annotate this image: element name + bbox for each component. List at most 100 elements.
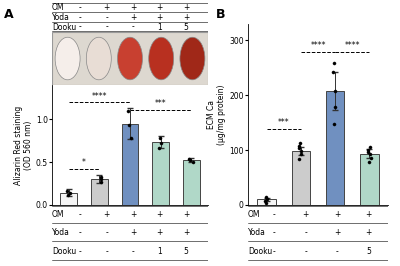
- Point: [366, 160, 372, 164]
- Point: [295, 157, 302, 161]
- Point: [98, 177, 105, 181]
- Text: A: A: [4, 8, 14, 21]
- Text: -: -: [336, 247, 339, 256]
- Circle shape: [118, 37, 142, 80]
- Text: ***: ***: [278, 118, 290, 127]
- Bar: [152, 142, 169, 205]
- Bar: [360, 154, 379, 205]
- Text: -: -: [304, 247, 307, 256]
- Text: -: -: [79, 210, 82, 219]
- Point: [261, 199, 268, 203]
- Point: [190, 160, 196, 164]
- Circle shape: [86, 37, 111, 80]
- Point: [330, 122, 337, 126]
- Text: Dooku: Dooku: [52, 23, 76, 32]
- Text: +: +: [366, 210, 372, 219]
- Point: [65, 193, 72, 198]
- Text: +: +: [334, 210, 340, 219]
- Text: +: +: [156, 13, 163, 22]
- Text: ****: ****: [344, 41, 360, 50]
- Point: [298, 152, 304, 156]
- Text: -: -: [273, 210, 276, 219]
- Point: [296, 146, 302, 151]
- Text: +: +: [156, 228, 163, 237]
- Text: +: +: [130, 210, 136, 219]
- Point: [365, 149, 371, 154]
- Text: Yoda: Yoda: [52, 228, 70, 237]
- Point: [263, 195, 270, 199]
- Text: +: +: [104, 210, 110, 219]
- Text: +: +: [104, 3, 110, 12]
- Text: -: -: [79, 247, 82, 256]
- Text: *: *: [82, 158, 86, 167]
- Text: +: +: [156, 210, 163, 219]
- Point: [157, 141, 164, 146]
- Text: 1: 1: [157, 23, 162, 32]
- Point: [187, 158, 194, 163]
- Point: [157, 136, 164, 140]
- Point: [125, 109, 131, 113]
- Text: -: -: [105, 228, 108, 237]
- Text: -: -: [79, 228, 82, 237]
- Y-axis label: Alizarin Red staining
(OD 560 nm): Alizarin Red staining (OD 560 nm): [14, 105, 33, 185]
- Text: 1: 1: [157, 247, 162, 256]
- Point: [298, 149, 304, 153]
- Text: -: -: [132, 247, 134, 256]
- Text: -: -: [105, 23, 108, 32]
- Text: -: -: [105, 13, 108, 22]
- Text: ***: ***: [155, 99, 166, 108]
- Text: +: +: [156, 3, 163, 12]
- Bar: [91, 179, 108, 205]
- Point: [263, 201, 270, 205]
- Text: 5: 5: [184, 247, 188, 256]
- Point: [296, 144, 302, 148]
- Circle shape: [180, 37, 205, 80]
- Text: Dooku: Dooku: [52, 247, 76, 256]
- Point: [367, 152, 374, 156]
- Text: +: +: [183, 3, 189, 12]
- Point: [98, 180, 104, 184]
- Text: Yoda: Yoda: [248, 228, 266, 237]
- Text: -: -: [79, 13, 82, 22]
- Text: +: +: [130, 3, 136, 12]
- Text: Yoda: Yoda: [52, 13, 70, 22]
- Text: OM: OM: [52, 210, 64, 219]
- Point: [156, 146, 162, 150]
- Point: [98, 175, 104, 180]
- Y-axis label: ECM Ca
(μg/mg protein): ECM Ca (μg/mg protein): [207, 84, 226, 145]
- Text: +: +: [130, 228, 136, 237]
- Point: [331, 61, 338, 65]
- Point: [367, 145, 373, 149]
- Text: 5: 5: [184, 23, 188, 32]
- Text: -: -: [79, 3, 82, 12]
- Bar: [60, 193, 77, 205]
- Point: [332, 89, 338, 93]
- Point: [330, 70, 336, 74]
- Text: +: +: [366, 228, 372, 237]
- Text: +: +: [183, 228, 189, 237]
- Bar: [292, 151, 310, 205]
- Text: -: -: [273, 228, 276, 237]
- Text: 5: 5: [366, 247, 371, 256]
- Point: [365, 148, 371, 152]
- Point: [264, 197, 270, 201]
- Text: -: -: [79, 23, 82, 32]
- Bar: [183, 160, 200, 205]
- Text: +: +: [183, 13, 189, 22]
- Bar: [326, 91, 344, 205]
- Bar: [257, 199, 276, 205]
- Point: [332, 105, 338, 109]
- Text: -: -: [304, 228, 307, 237]
- Bar: [122, 124, 138, 205]
- Point: [296, 141, 303, 146]
- Circle shape: [55, 37, 80, 80]
- Text: B: B: [216, 8, 226, 21]
- Text: +: +: [302, 210, 309, 219]
- Point: [186, 156, 192, 161]
- Circle shape: [149, 37, 174, 80]
- Text: ****: ****: [92, 92, 107, 101]
- Text: +: +: [183, 210, 189, 219]
- Text: -: -: [273, 247, 276, 256]
- Point: [64, 189, 70, 193]
- Point: [128, 136, 135, 140]
